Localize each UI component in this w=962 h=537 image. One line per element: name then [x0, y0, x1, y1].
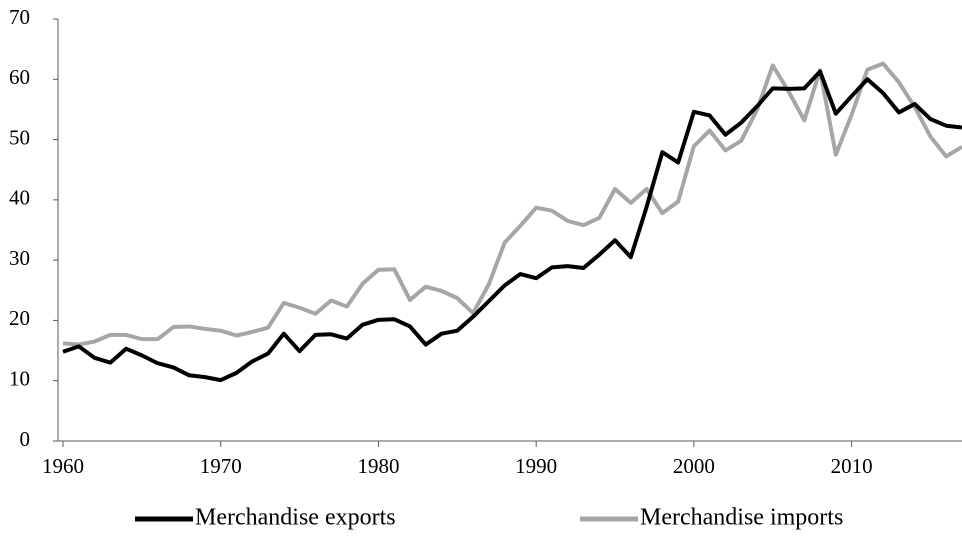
x-tick-label: 2010 [831, 454, 873, 478]
y-tick-label: 30 [9, 246, 30, 270]
y-tick-label: 70 [9, 5, 30, 29]
x-tick-label: 2000 [673, 454, 715, 478]
y-tick-label: 20 [9, 306, 30, 330]
x-tick-label: 1960 [42, 454, 84, 478]
series-line [62, 61, 962, 347]
y-tick-label: 60 [9, 65, 30, 89]
y-tick-label: 50 [9, 125, 30, 149]
x-tick-label: 1970 [200, 454, 242, 478]
legend-label: Merchandise imports [640, 505, 843, 531]
y-tick-label: 10 [9, 367, 30, 391]
legend-label: Merchandise exports [195, 505, 396, 531]
y-tick-label: 40 [9, 186, 30, 210]
x-tick-label: 1980 [357, 454, 399, 478]
y-tick-label: 0 [20, 427, 31, 451]
x-tick-label: 1990 [515, 454, 557, 478]
series-line [62, 69, 962, 383]
